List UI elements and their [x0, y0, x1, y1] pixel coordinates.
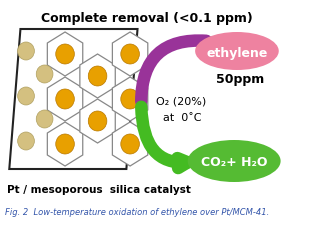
- Circle shape: [88, 67, 107, 87]
- Polygon shape: [47, 33, 83, 77]
- Polygon shape: [80, 100, 115, 143]
- Ellipse shape: [188, 140, 281, 182]
- Text: ethylene: ethylene: [206, 46, 268, 59]
- Circle shape: [18, 43, 34, 61]
- Circle shape: [18, 88, 34, 106]
- Text: Complete removal (<0.1 ppm): Complete removal (<0.1 ppm): [41, 12, 253, 25]
- Text: Fig. 2  Low-temperature oxidation of ethylene over Pt/MCM-41.: Fig. 2 Low-temperature oxidation of ethy…: [5, 207, 269, 216]
- Text: O₂ (20%): O₂ (20%): [156, 97, 206, 106]
- Circle shape: [56, 90, 74, 109]
- Polygon shape: [9, 30, 138, 169]
- FancyArrowPatch shape: [141, 107, 188, 168]
- Circle shape: [56, 134, 74, 154]
- Polygon shape: [47, 122, 83, 166]
- Polygon shape: [113, 78, 148, 122]
- Circle shape: [36, 110, 53, 128]
- Polygon shape: [47, 78, 83, 122]
- Circle shape: [88, 112, 107, 131]
- Circle shape: [121, 45, 139, 65]
- Circle shape: [121, 134, 139, 154]
- Circle shape: [56, 45, 74, 65]
- Polygon shape: [80, 55, 115, 99]
- Text: 50ppm: 50ppm: [216, 73, 264, 86]
- Circle shape: [18, 132, 34, 150]
- Circle shape: [121, 90, 139, 109]
- Polygon shape: [113, 122, 148, 166]
- Text: Pt / mesoporous  silica catalyst: Pt / mesoporous silica catalyst: [7, 184, 191, 194]
- Text: CO₂+ H₂O: CO₂+ H₂O: [201, 156, 268, 169]
- Ellipse shape: [195, 33, 279, 71]
- FancyArrowPatch shape: [141, 41, 206, 102]
- Text: at  0˚C: at 0˚C: [163, 112, 201, 122]
- Circle shape: [36, 66, 53, 84]
- Polygon shape: [113, 33, 148, 77]
